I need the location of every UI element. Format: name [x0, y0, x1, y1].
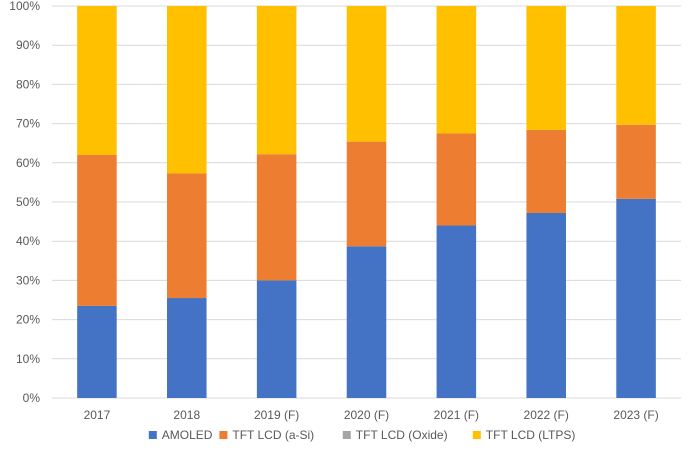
bar-segment	[256, 6, 297, 155]
y-tick-label: 40%	[16, 234, 40, 248]
legend-label: TFT LCD (Oxide)	[356, 428, 448, 442]
bar-segment	[346, 6, 387, 142]
y-tick-label: 30%	[16, 273, 40, 287]
x-tick-label: 2020 (F)	[344, 408, 389, 422]
legend-swatch	[342, 431, 351, 439]
bar-segment	[256, 154, 297, 281]
y-tick-label: 70%	[16, 117, 40, 131]
y-axis-tick-labels: 0% 10% 20% 30% 40% 50% 60% 70% 80% 90% 100%	[9, 0, 40, 405]
bar-segment	[616, 6, 656, 125]
y-tick-label: 100%	[9, 0, 40, 13]
bar-segment	[167, 173, 207, 299]
x-tick-label: 2017	[84, 408, 111, 422]
bar-segment	[77, 154, 117, 306]
x-tick-label: 2019 (F)	[254, 408, 299, 422]
x-tick-label: 2018	[173, 408, 200, 422]
bar-segment	[616, 124, 656, 199]
legend-label: TFT LCD (a-Si)	[232, 428, 314, 442]
bar-segment	[436, 133, 477, 226]
legend-swatch	[219, 431, 228, 439]
y-tick-label: 10%	[16, 352, 40, 366]
y-tick-label: 80%	[16, 77, 40, 91]
bar-segment	[346, 141, 387, 247]
y-tick-label: 50%	[16, 195, 40, 209]
bar-segment	[616, 198, 656, 398]
y-tick-label: 90%	[16, 38, 40, 52]
bar-segment	[346, 246, 387, 398]
bar-segment	[167, 6, 207, 174]
bar-segment	[436, 6, 477, 134]
bar-segment	[436, 225, 477, 398]
y-tick-label: 60%	[16, 156, 40, 170]
x-tick-label: 2023 (F)	[613, 408, 658, 422]
legend: AMOLED TFT LCD (a-Si) TFT LCD (Oxide) TFT L…	[148, 428, 576, 442]
y-tick-label: 0%	[23, 391, 41, 405]
legend-label: AMOLED	[162, 428, 213, 442]
x-axis-tick-labels: 2017 2018 2019 (F) 2020 (F) 2021 (F) 2022 (F)…	[84, 408, 659, 422]
bar-segment	[256, 280, 297, 398]
x-tick-label: 2021 (F)	[434, 408, 479, 422]
legend-swatch	[148, 431, 157, 439]
x-tick-label: 2022 (F)	[524, 408, 569, 422]
bar-segment	[77, 6, 117, 155]
bar-segment	[526, 129, 566, 213]
bar-segment	[167, 298, 207, 398]
bars	[77, 6, 656, 398]
y-tick-label: 20%	[16, 313, 40, 327]
bar-segment	[77, 305, 117, 398]
legend-swatch	[472, 431, 481, 439]
legend-label: TFT LCD (LTPS)	[486, 428, 576, 442]
bar-segment	[526, 6, 566, 130]
bar-segment	[526, 212, 566, 398]
